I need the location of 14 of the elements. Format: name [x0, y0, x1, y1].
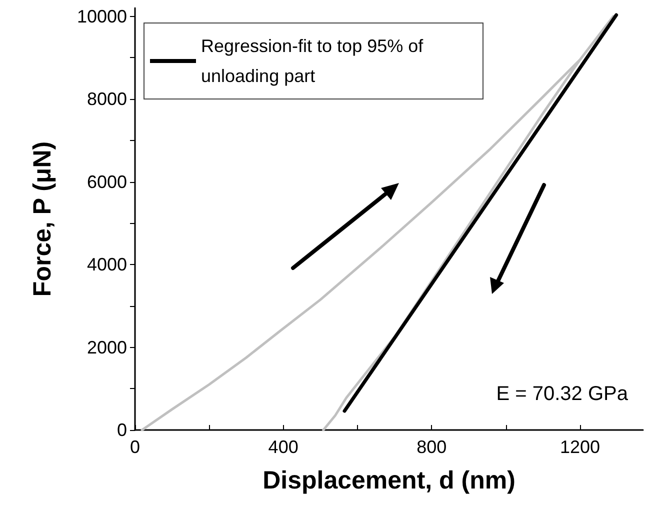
x-tick-label: 400	[268, 437, 298, 457]
x-tick-label: 1200	[560, 437, 600, 457]
x-axis-title: Displacement, d (nm)	[262, 466, 516, 494]
y-tick-label: 2000	[86, 337, 127, 358]
annotation: E = 70.32 GPa	[496, 383, 629, 405]
y-tick-label: 6000	[86, 172, 127, 192]
y-tick-label: 0	[116, 420, 127, 440]
x-tick-label: 0	[130, 437, 140, 457]
y-tick-label: 4000	[86, 254, 127, 275]
y-tick-label: 8000	[86, 89, 127, 110]
legend-label: Regression-fit to top 95% of unloading part	[201, 36, 428, 86]
y-tick-label: 10000	[76, 6, 127, 26]
x-tick-label: 800	[416, 437, 447, 457]
y-axis-title: Force, P (μN)	[28, 141, 56, 297]
